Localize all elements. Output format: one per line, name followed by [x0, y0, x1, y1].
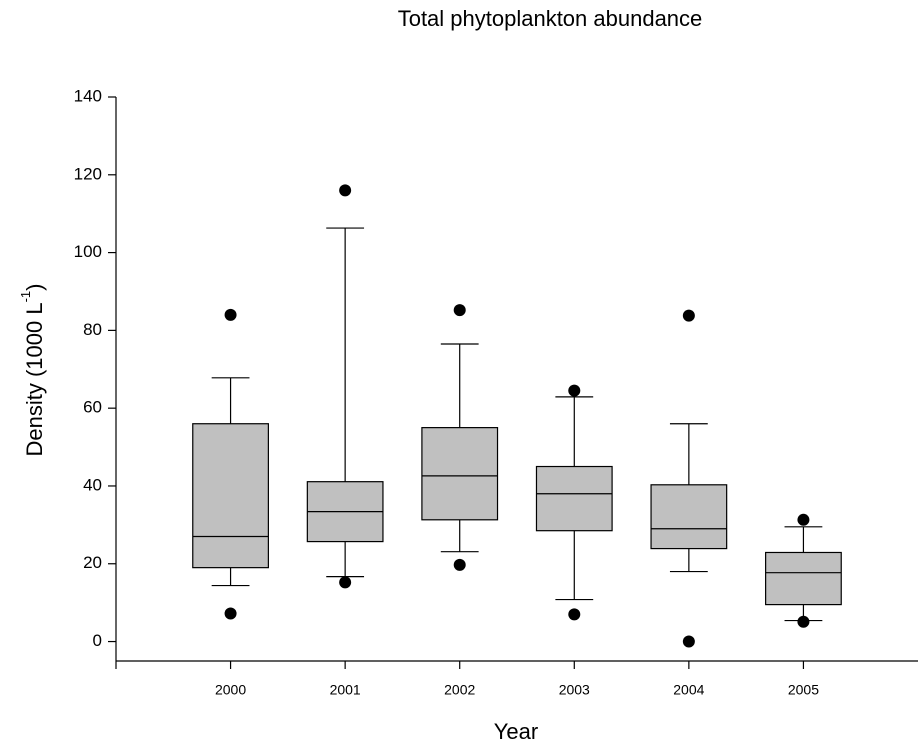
y-tick-label: 80	[83, 320, 102, 339]
x-tick-label: 2004	[673, 682, 704, 698]
y-tick-label: 100	[74, 242, 102, 261]
y-axis-label-sup: -1	[18, 291, 33, 303]
x-tick-label: 2005	[788, 682, 819, 698]
box	[650, 484, 728, 550]
x-tick-label: 2003	[559, 682, 590, 698]
y-tick-label: 0	[93, 631, 102, 650]
outlier	[568, 384, 581, 397]
outlier	[568, 608, 581, 621]
x-tick-label: 2000	[215, 682, 246, 698]
outlier	[453, 304, 466, 317]
y-tick-label: 140	[74, 86, 102, 105]
box	[765, 551, 842, 606]
outlier	[339, 184, 352, 197]
outlier	[224, 308, 237, 321]
x-axis-label: Year	[494, 719, 538, 744]
x-tick-label: 2001	[330, 682, 361, 698]
x-tick-label: 2002	[444, 682, 475, 698]
box	[535, 465, 613, 532]
outlier	[682, 309, 695, 322]
y-tick-label: 60	[83, 398, 102, 417]
outlier	[797, 615, 810, 628]
outlier	[339, 576, 352, 589]
outlier	[682, 635, 695, 648]
y-axis-label-end: )	[22, 284, 47, 291]
y-tick-label: 40	[83, 475, 102, 494]
outlier	[797, 513, 810, 526]
y-tick-label: 120	[74, 164, 102, 183]
outlier	[453, 558, 466, 571]
y-axis-label: Density (1000 L-1)	[18, 284, 46, 457]
chart-title: Total phytoplankton abundance	[398, 6, 703, 31]
box	[421, 427, 499, 521]
box	[192, 423, 269, 569]
outlier	[224, 607, 237, 620]
y-axis-label-text: Density (1000 L	[22, 302, 47, 456]
y-tick-label: 20	[83, 553, 102, 572]
